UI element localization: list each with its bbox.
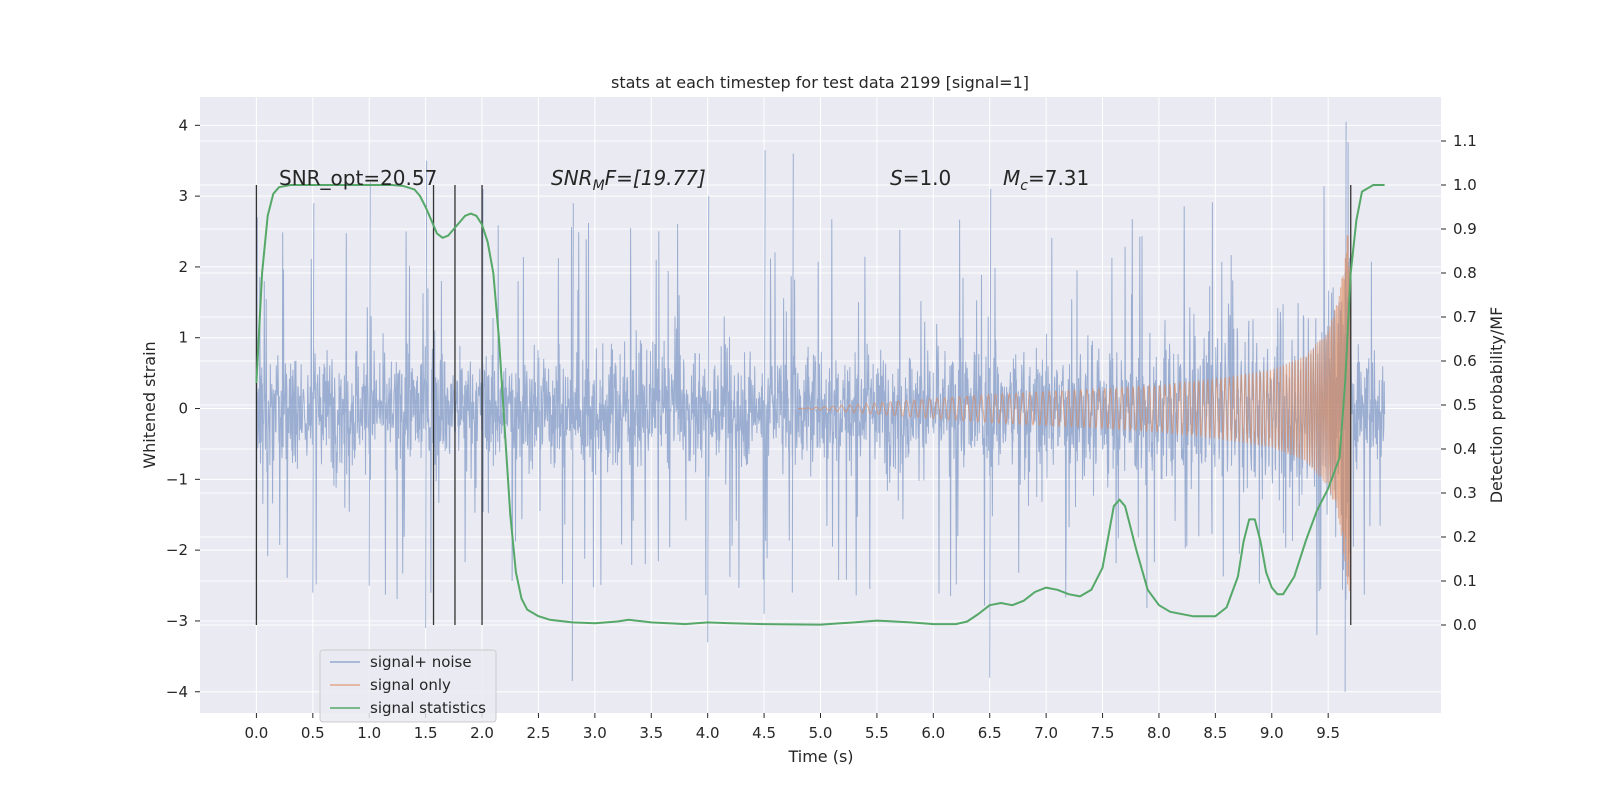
y-left-tick-label: −4: [166, 683, 188, 701]
chart-title: stats at each timestep for test data 219…: [611, 73, 1029, 92]
x-tick-label: 9.0: [1260, 724, 1284, 742]
y-axis-left-ticks: 4 3 2 1 0 −1 −2 −3 −4: [166, 116, 200, 701]
x-tick-label: 2.5: [527, 724, 551, 742]
x-tick-label: 4.5: [752, 724, 776, 742]
y-right-tick-label: 1.0: [1453, 176, 1477, 194]
y-left-tick-label: −2: [166, 541, 188, 559]
annotation-snr-mf-rest: F=[19.77]: [605, 166, 706, 190]
y-axis-right-ticks: 1.1 1.0 0.9 0.8 0.7 0.6 0.5 0.4 0.3 0.2 0.1 0.0: [1441, 132, 1477, 634]
x-tick-label: 8.0: [1147, 724, 1171, 742]
signal-only-series: [797, 235, 1352, 593]
x-tick-label: 0.5: [301, 724, 325, 742]
signal-statistics-line: [255, 184, 1385, 626]
y-right-tick-label: 0.6: [1453, 352, 1477, 370]
legend-label-signal-noise: signal+ noise: [370, 653, 472, 671]
y-right-tick-label: 0.2: [1453, 528, 1477, 546]
x-tick-label: 6.5: [978, 724, 1002, 742]
annotation-s-value: =1.0: [903, 166, 952, 190]
y-axis-right-label: Detection probability/MF: [1487, 307, 1506, 504]
annotation-mc-value: =7.31: [1028, 166, 1089, 190]
y-axis-left-label: Whitened strain: [140, 341, 159, 468]
legend-box: [319, 649, 497, 723]
y-left-tick-label: 3: [178, 187, 188, 205]
x-axis-label: Time (s): [787, 747, 853, 766]
y-right-tick-label: 0.5: [1453, 396, 1477, 414]
y-left-tick-label: 0: [178, 400, 188, 418]
x-tick-label: 9.5: [1316, 724, 1340, 742]
x-tick-label: 3.5: [639, 724, 663, 742]
x-tick-label: 1.0: [357, 724, 381, 742]
annotation-mc: Mc=7.31: [1003, 166, 1089, 194]
y-left-tick-label: 1: [178, 329, 188, 347]
signal-only-line: [797, 235, 1352, 593]
y-right-tick-label: 0.4: [1453, 440, 1477, 458]
y-right-tick-label: 0.3: [1453, 484, 1477, 502]
annotation-snr-opt: SNR_opt=20.57: [279, 166, 437, 190]
y-right-tick-label: 0.7: [1453, 308, 1477, 326]
legend-label-signal-statistics: signal statistics: [370, 699, 486, 717]
x-tick-label: 5.5: [865, 724, 889, 742]
legend-label-signal-only: signal only: [370, 676, 451, 694]
annotation-snr-mf-sub: M: [593, 178, 605, 194]
y-right-tick-label: 0.1: [1453, 572, 1477, 590]
annotation-snr-mf-base: SNR: [551, 166, 593, 190]
x-axis-ticks: 0.0 0.5 1.0 1.5 2.0 2.5 3.0 3.5 4.0 4.5 5.0 5.5 6.0 6…: [244, 713, 1340, 742]
y-left-tick-label: −3: [166, 612, 188, 630]
x-tick-label: 7.0: [1034, 724, 1058, 742]
vertical-marker-lines: [255, 185, 1352, 625]
legend: signal+ noise signal only signal statist…: [319, 649, 497, 723]
annotation-s-var: S: [890, 166, 903, 190]
x-tick-label: 7.5: [1091, 724, 1115, 742]
y-left-tick-label: 2: [178, 258, 188, 276]
x-tick-label: 4.0: [696, 724, 720, 742]
x-tick-label: 1.5: [414, 724, 438, 742]
y-right-tick-label: 0.9: [1453, 220, 1477, 238]
x-tick-label: 0.0: [244, 724, 268, 742]
signal-statistics-series: [255, 184, 1385, 626]
annotation-mc-sub: c: [1020, 178, 1028, 194]
x-tick-label: 8.5: [1203, 724, 1227, 742]
y-right-tick-label: 1.1: [1453, 132, 1477, 150]
x-tick-label: 3.0: [583, 724, 607, 742]
annotation-snr-mf: SNRMF=[19.77]: [551, 166, 706, 194]
annotation-s: S=1.0: [890, 166, 951, 190]
x-tick-label: 6.0: [921, 724, 945, 742]
y-left-tick-label: −1: [166, 470, 188, 488]
x-tick-label: 2.0: [470, 724, 494, 742]
y-right-tick-label: 0.0: [1453, 616, 1477, 634]
y-right-tick-label: 0.8: [1453, 264, 1477, 282]
y-left-tick-label: 4: [178, 116, 188, 134]
annotation-mc-var: M: [1003, 166, 1020, 190]
x-tick-label: 5.0: [809, 724, 833, 742]
